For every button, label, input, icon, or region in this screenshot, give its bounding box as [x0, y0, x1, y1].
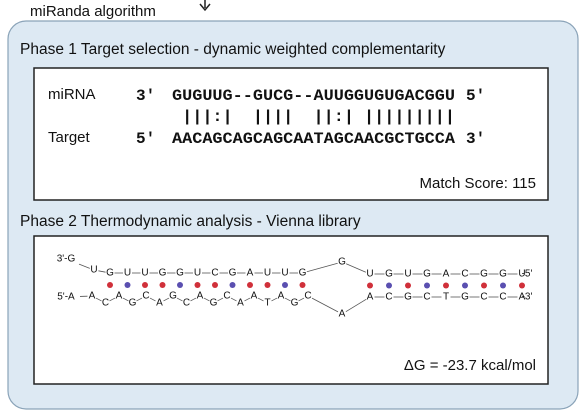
algorithm-title: miRanda algorithm — [30, 3, 156, 20]
mirna-start: 3' — [136, 87, 155, 105]
base-pair-dot — [247, 282, 253, 288]
base-pair-dot — [160, 282, 166, 288]
nucleotide: 5'-A — [57, 292, 75, 303]
nucleotide: A — [89, 291, 96, 302]
phase1-title: Phase 1 Target selection - dynamic weigh… — [20, 41, 446, 58]
nucleotide: G — [385, 269, 393, 280]
nucleotide: G — [159, 268, 167, 279]
nucleotide: G — [299, 268, 307, 279]
target-sequence: AACAGCAGCAGCAATAGCAACGCTGCCA — [172, 130, 455, 148]
nucleotide: G — [176, 268, 184, 279]
target-start: 5' — [136, 130, 155, 148]
base-pair-dot — [424, 283, 430, 289]
nucleotide: U — [90, 265, 97, 276]
nucleotide: G — [169, 291, 177, 302]
nucleotide: A — [116, 291, 123, 302]
nucleotide: G — [129, 298, 137, 309]
base-pair-dot — [462, 283, 468, 289]
nucleotide: A — [251, 291, 258, 302]
nucleotide: G — [291, 298, 299, 309]
base-pair-dot — [282, 282, 288, 288]
nucleotide: A — [247, 268, 254, 279]
nucleotide: C — [461, 269, 468, 280]
match-score: Match Score: 115 — [420, 175, 536, 192]
base-pair-dot — [230, 282, 236, 288]
strand-end: -5' — [522, 269, 533, 280]
base-pair-dot — [212, 282, 218, 288]
nucleotide: U — [366, 269, 373, 280]
nucleotide: C — [304, 291, 311, 302]
nucleotide: A — [443, 269, 450, 280]
nucleotide: G — [404, 292, 412, 303]
base-pair-dot — [405, 283, 411, 289]
base-pair-dot — [177, 282, 183, 288]
nucleotide: U — [281, 268, 288, 279]
pairing-line: |||:| |||| ||:| ||||||||| — [172, 108, 455, 126]
strand-end: -3' — [522, 292, 533, 303]
nucleotide: A — [278, 291, 285, 302]
base-pair-dot — [107, 282, 113, 288]
base-pair-dot — [519, 283, 525, 289]
nucleotide: C — [183, 298, 190, 309]
nucleotide: T — [264, 298, 270, 309]
nucleotide: U — [194, 268, 201, 279]
nucleotide: G — [106, 268, 114, 279]
nucleotide: U — [404, 269, 411, 280]
nucleotide: C — [142, 291, 149, 302]
mirna-sequence: GUGUUG--GUCG--AUUGGUGUGACGGU — [172, 87, 455, 105]
nucleotide: C — [223, 291, 230, 302]
incoming-arrow — [200, 0, 210, 10]
nucleotide: C — [423, 292, 430, 303]
nucleotide: G — [210, 298, 218, 309]
nucleotide: A — [197, 291, 204, 302]
phase2-title: Phase 2 Thermodynamic analysis - Vienna … — [20, 213, 361, 230]
mirna-end: 5' — [466, 87, 485, 105]
nucleotide: G — [338, 257, 346, 268]
nucleotide: A — [367, 292, 374, 303]
base-pair-dot — [142, 282, 148, 288]
nucleotide: G — [423, 269, 431, 280]
nucleotide: T — [443, 292, 449, 303]
free-energy: ΔG = -23.7 kcal/mol — [404, 357, 536, 374]
nucleotide: C — [102, 298, 109, 309]
nucleotide: C — [385, 292, 392, 303]
base-pair-dot — [195, 282, 201, 288]
target-end: 3' — [466, 130, 485, 148]
base-pair-dot — [367, 283, 373, 289]
base-pair-dot — [443, 283, 449, 289]
base-pair-dot — [300, 282, 306, 288]
nucleotide: C — [480, 292, 487, 303]
base-pair-dot — [386, 283, 392, 289]
nucleotide: U — [124, 268, 131, 279]
base-pair-dot — [125, 282, 131, 288]
nucleotide: A — [156, 298, 163, 309]
mirna-label: miRNA — [48, 86, 96, 103]
nucleotide: C — [499, 292, 506, 303]
nucleotide: G — [229, 268, 237, 279]
nucleotide: A — [237, 298, 244, 309]
nucleotide: G — [480, 269, 488, 280]
nucleotide: U — [264, 268, 271, 279]
nucleotide: 3'-G — [57, 254, 76, 265]
nucleotide: G — [499, 269, 507, 280]
base-pair-dot — [500, 283, 506, 289]
nucleotide: G — [461, 292, 469, 303]
nucleotide: C — [211, 268, 218, 279]
nucleotide: U — [141, 268, 148, 279]
base-pair-dot — [481, 283, 487, 289]
target-label: Target — [48, 129, 91, 146]
nucleotide: A — [339, 309, 346, 320]
base-pair-dot — [265, 282, 271, 288]
